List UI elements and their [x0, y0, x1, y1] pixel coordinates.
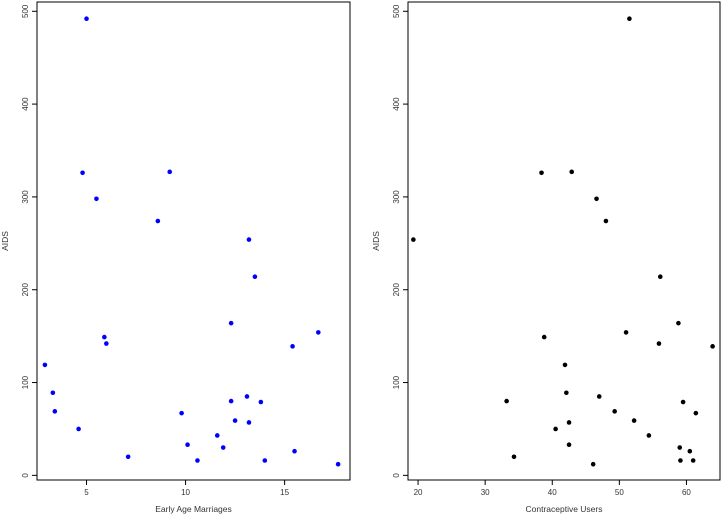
panel-2-data-point: [504, 398, 509, 404]
panel-2-x-tick-label: 40: [548, 488, 557, 497]
panel-1-x-tick-label: 15: [280, 488, 289, 497]
panel-1-y-axis-title: AIDS: [0, 231, 10, 251]
panel-2-data-point: [687, 448, 693, 454]
panel-2-y-tick-label: 500: [392, 4, 401, 18]
panel-2-x-axis-title: Contraceptive Users: [525, 504, 602, 514]
panel-1-y-tick-label: 400: [21, 97, 30, 111]
panel-2-data-point: [627, 16, 632, 22]
panel-1-data-point: [258, 399, 264, 405]
panel-2-data-point: [656, 341, 662, 346]
panel-2-y-tick-label: 200: [392, 283, 401, 297]
panel-1-data-point: [292, 448, 297, 454]
panel-2-data-point: [657, 274, 663, 280]
panel-1-data-point: [195, 458, 200, 463]
panel-1-data-point: [232, 418, 238, 423]
panel-2-y-tick-label: 0: [392, 473, 401, 478]
panel-1-x-tick-label: 5: [84, 488, 89, 497]
panel-2-data-point: [612, 409, 617, 414]
panel-1-data-point: [228, 398, 234, 404]
panel-1-data-point: [102, 334, 107, 340]
panel-2-data-point: [646, 433, 652, 438]
panel-1-data-point: [316, 330, 321, 335]
panel-2-data-point: [594, 196, 599, 202]
panel-1-y-tick-label: 0: [21, 473, 30, 478]
panel-2-data-point: [677, 445, 683, 450]
panel-2-data-point: [539, 170, 544, 176]
panel-1-data-point: [84, 16, 89, 22]
panel-1-data-point: [252, 274, 258, 280]
panel-2-x-tick-label: 20: [414, 488, 423, 497]
panel-2-data-point: [710, 344, 715, 349]
panel-2-data-point: [631, 418, 637, 423]
panel-1-data-point: [179, 410, 184, 416]
panel-1-data-point: [42, 362, 48, 368]
panel-2-data-point: [541, 334, 547, 340]
panel-2-x-tick-label: 30: [481, 488, 490, 497]
panel-2-data-point: [566, 442, 572, 448]
panel-1-x-axis-title: Early Age Marriages: [155, 504, 232, 514]
panel-2-data-point: [569, 169, 575, 175]
panel-1-data-point: [262, 458, 268, 463]
panel-1-data-point: [50, 390, 56, 396]
panel-2-data-point: [411, 237, 416, 242]
panel-2-y-tick-label: 400: [392, 97, 401, 111]
panel-2-data-point: [623, 330, 629, 335]
panel-2-data-point: [511, 454, 517, 460]
panel-2-frame: [407, 1, 721, 481]
panel-1-data-point: [228, 320, 234, 326]
panel-2-data-point: [693, 410, 699, 416]
panel-2-data-point: [564, 390, 569, 396]
panel-1-y-tick-label: 300: [21, 190, 30, 204]
panel-2-data-point: [596, 394, 602, 399]
panel-1-data-point: [185, 442, 190, 448]
panel-2-data-point: [603, 218, 609, 224]
panel-2-y-tick-label: 300: [392, 190, 401, 204]
panel-1-data-point: [214, 433, 220, 438]
panel-2-data-point: [676, 320, 681, 326]
panel-1-data-point: [94, 196, 99, 202]
panel-1-x-tick-label: 10: [181, 488, 190, 497]
panel-1-data-point: [246, 420, 252, 425]
panel-1-data-point: [246, 237, 252, 242]
panel-1-y-tick-label: 100: [21, 375, 30, 389]
panel-2-data-point: [590, 461, 596, 467]
panel-1-data-point: [125, 454, 131, 460]
panel-2-x-tick-label: 60: [682, 488, 691, 497]
panel-2-data-point: [562, 362, 568, 368]
panel-2-x-tick-label: 50: [615, 488, 624, 497]
panel-1-data-point: [80, 170, 85, 176]
panel-2-data-point: [690, 458, 696, 463]
panel-1-data-point: [104, 341, 109, 346]
panel-2-data-point: [680, 399, 686, 405]
panel-1-data-point: [244, 394, 250, 399]
panel-1-y-tick-label: 200: [21, 283, 30, 297]
panel-1-data-point: [155, 218, 161, 224]
panel-1-data-point: [167, 169, 173, 175]
panel-2-y-tick-label: 100: [392, 375, 401, 389]
panel-2-data-point: [553, 426, 558, 432]
panel-1-data-point: [290, 344, 295, 349]
panel-2-data-point: [678, 458, 683, 463]
panel-1-y-tick-label: 500: [21, 4, 30, 18]
panel-1-frame: [36, 1, 351, 481]
panel-1-data-point: [52, 409, 58, 414]
panel-1-data-point: [335, 461, 341, 467]
panel-1-data-point: [220, 445, 226, 450]
panel-1-data-point: [76, 426, 81, 432]
panel-2-y-axis-title: AIDS: [371, 231, 381, 251]
panel-2-data-point: [566, 420, 572, 425]
